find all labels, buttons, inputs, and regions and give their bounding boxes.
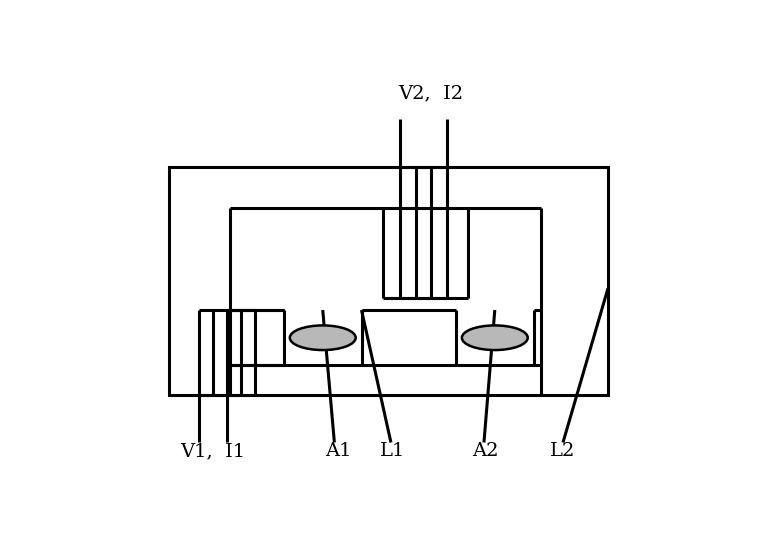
- Text: A2: A2: [472, 443, 499, 460]
- Text: L1: L1: [379, 443, 405, 460]
- Text: L2: L2: [550, 443, 575, 460]
- Ellipse shape: [290, 325, 356, 350]
- Text: V1,  I1: V1, I1: [180, 443, 245, 460]
- Text: V2,  I2: V2, I2: [399, 84, 464, 102]
- Text: A1: A1: [325, 443, 351, 460]
- Bar: [169, 167, 608, 395]
- Ellipse shape: [462, 325, 528, 350]
